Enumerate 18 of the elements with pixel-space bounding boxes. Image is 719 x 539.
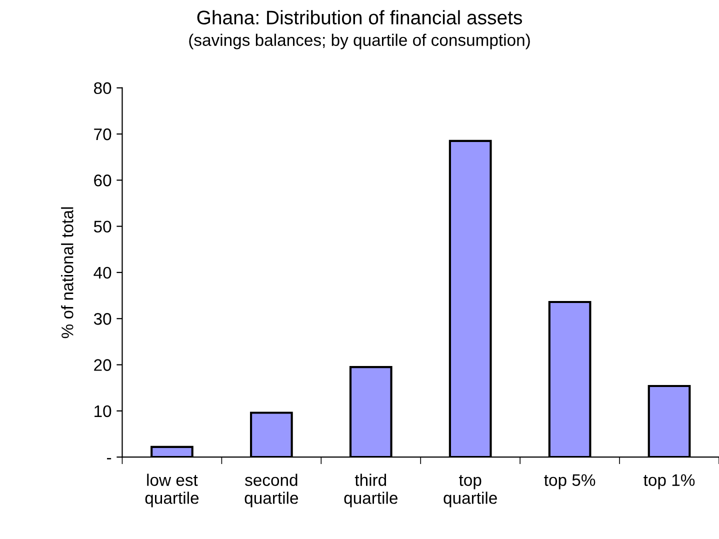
y-axis-title: % of national total — [61, 207, 74, 338]
y-tick-label: 80 — [94, 82, 112, 94]
y-tick-label: 60 — [94, 174, 112, 186]
y-tick-label: 70 — [94, 128, 112, 140]
x-tick-label: low est quartile — [145, 474, 199, 508]
y-tick-label: 50 — [94, 220, 112, 233]
x-tick-label: top 5% — [544, 474, 596, 490]
x-tick-label: third quartile — [344, 474, 398, 508]
x-tick-label: second quartile — [244, 474, 298, 508]
chart-title: Ghana: Distribution of financial assets — [197, 10, 522, 24]
y-tick-label: 30 — [94, 313, 112, 325]
y-tick-label: 20 — [94, 359, 112, 371]
x-tick-label: top 1% — [644, 474, 695, 490]
y-tick-label: - — [107, 458, 112, 460]
chart-subtitle: (savings balances; by quartile of consumption) — [189, 34, 530, 50]
x-tick-label: top quartile — [444, 475, 497, 508]
y-tick-label: 40 — [94, 266, 112, 279]
y-tick-label: 10 — [94, 405, 112, 418]
